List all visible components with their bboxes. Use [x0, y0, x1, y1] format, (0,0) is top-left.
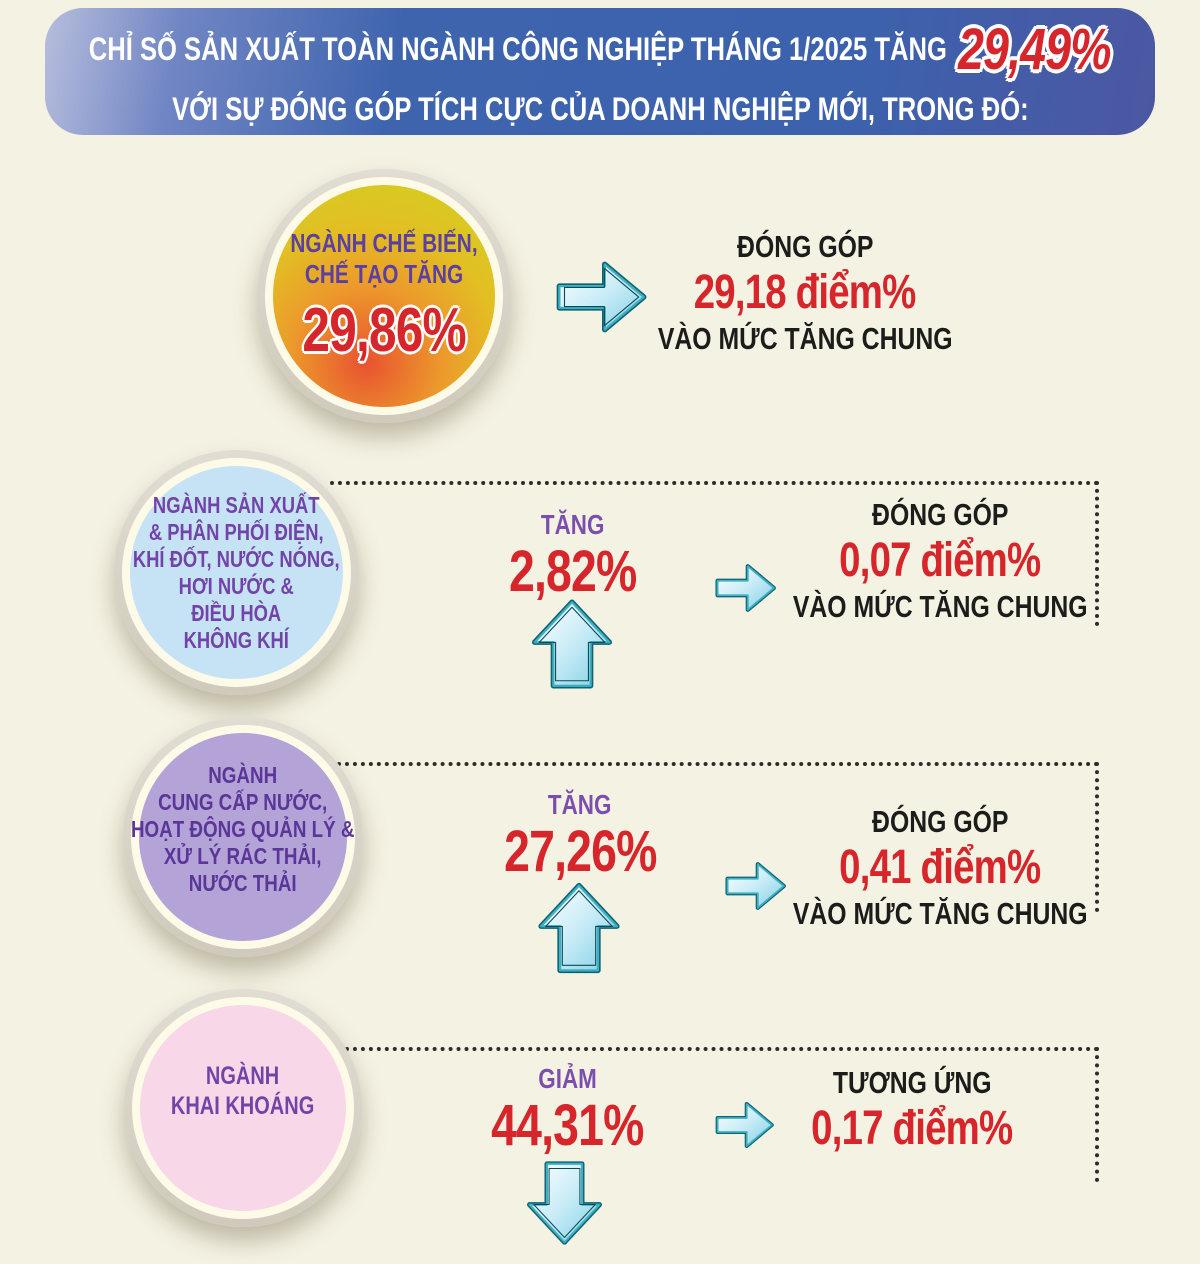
- circle-label-line: NGÀNH CHẾ BIẾN,: [290, 228, 478, 258]
- circle-value: 29,86%: [302, 296, 466, 365]
- circle-label: NGÀNH SẢN XUẤT & PHÂN PHỐI ĐIỆN, KHÍ ĐỐT…: [107, 492, 365, 654]
- circle-label-line: ĐIỀU HÒA: [191, 599, 282, 626]
- contribution-value: 0,17 điểm%: [811, 1102, 1013, 1155]
- circle-label-line: KHAI KHOÁNG: [171, 1092, 315, 1120]
- circle-label: NGÀNH CUNG CẤP NƯỚC, HOẠT ĐỘNG QUẢN LÝ &…: [103, 762, 382, 897]
- contribution-label: ĐÓNG GÓP: [871, 804, 1009, 839]
- contribution-value: 29,18 điểm%: [694, 266, 917, 319]
- header-banner: CHỈ SỐ SẢN XUẤT TOÀN NGÀNH CÔNG NGHIỆP T…: [45, 8, 1155, 135]
- header-subtitle-text: VỚI SỰ ĐÓNG GÓP TÍCH CỰC CỦA DOANH NGHIỆ…: [171, 90, 1029, 127]
- circle-label-line: CHẾ TẠO TĂNG: [304, 259, 464, 289]
- contribution-label: TƯƠNG ỨNG: [832, 1065, 992, 1100]
- contribution-label: ĐÓNG GÓP: [736, 229, 874, 264]
- header-title-text: CHỈ SỐ SẢN XUẤT TOÀN NGÀNH CÔNG NGHIỆP T…: [89, 30, 948, 67]
- circle-label-line: KHÔNG KHÍ: [183, 626, 290, 653]
- circle-label-line: NGÀNH: [208, 761, 278, 788]
- contribution-suffix: VÀO MỨC TĂNG CHUNG: [792, 589, 1088, 624]
- contribution-value: 0,41 điểm%: [839, 841, 1041, 894]
- header-growth-value: 29,49%: [958, 16, 1111, 82]
- circle-label-line: & PHÂN PHỐI ĐIỆN,: [149, 518, 324, 545]
- circle-label-line: XỬ LÝ RÁC THẢI,: [164, 842, 322, 869]
- circle-water: NGÀNH CUNG CẤP NƯỚC, HOẠT ĐỘNG QUẢN LÝ &…: [123, 717, 363, 957]
- direction-label: TĂNG: [548, 789, 612, 820]
- circle-label-line: KHÍ ĐỐT, NƯỚC NÓNG,: [133, 545, 340, 572]
- arrow-right-icon: [556, 261, 647, 333]
- change-value: 44,31%: [491, 1093, 644, 1158]
- circle-electricity-fill: NGÀNH SẢN XUẤT & PHÂN PHỐI ĐIỆN, KHÍ ĐỐT…: [130, 466, 343, 679]
- arrow-up-icon: [538, 882, 620, 974]
- arrow-up-icon: [532, 599, 612, 689]
- circle-label-line: HƠI NƯỚC &: [178, 572, 295, 599]
- stat-electricity: TĂNG 2,82%: [455, 508, 690, 602]
- contribution-water: ĐÓNG GÓP 0,41 điểm% VÀO MỨC TĂNG CHUNG: [790, 802, 1090, 934]
- contribution-suffix: VÀO MỨC TĂNG CHUNG: [657, 321, 953, 356]
- circle-mining: NGÀNH KHAI KHOÁNG: [124, 989, 362, 1227]
- section-divider-dotted: [330, 481, 1099, 626]
- circle-label-line: CUNG CẤP NƯỚC,: [158, 788, 328, 815]
- contribution-value: 0,07 điểm%: [839, 534, 1041, 587]
- arrow-right-icon: [715, 564, 776, 612]
- direction-label: GIẢM: [538, 1063, 597, 1094]
- circle-label-line: NƯỚC THẢI: [189, 869, 297, 896]
- contribution-electricity: ĐÓNG GÓP 0,07 điểm% VÀO MỨC TĂNG CHUNG: [790, 495, 1090, 627]
- section-divider-dotted: [337, 1047, 1099, 1182]
- change-value: 2,82%: [508, 539, 637, 604]
- section-divider-dotted: [337, 762, 1099, 912]
- contribution-label: ĐÓNG GÓP: [871, 497, 1009, 532]
- direction-label: TĂNG: [540, 509, 605, 540]
- circle-water-fill: NGÀNH CUNG CẤP NƯỚC, HOẠT ĐỘNG QUẢN LÝ &…: [131, 733, 355, 941]
- circle-manufacturing-fill: NGÀNH CHẾ BIẾN, CHẾ TẠO TĂNG 29,86%: [273, 185, 495, 407]
- stat-water: TĂNG 27,26%: [460, 788, 700, 882]
- contribution-suffix: VÀO MỨC TĂNG CHUNG: [792, 896, 1088, 931]
- arrow-down-icon: [527, 1161, 602, 1245]
- circle-label: NGÀNH CHẾ BIẾN, CHẾ TẠO TĂNG: [267, 228, 501, 290]
- circle-label: NGÀNH KHAI KHOÁNG: [153, 1061, 332, 1121]
- circle-label-line: HOẠT ĐỘNG QUẢN LÝ &: [131, 815, 355, 842]
- contribution-manufacturing: ĐÓNG GÓP 29,18 điểm% VÀO MỨC TĂNG CHUNG: [655, 227, 955, 359]
- circle-label-line: NGÀNH SẢN XUẤT: [153, 491, 320, 518]
- circle-label-line: NGÀNH: [206, 1062, 280, 1090]
- circle-mining-fill: NGÀNH KHAI KHOÁNG: [140, 1005, 346, 1211]
- contribution-mining: TƯƠNG ỨNG 0,17 điểm%: [762, 1063, 1062, 1155]
- circle-electricity: NGÀNH SẢN XUẤT & PHÂN PHỐI ĐIỆN, KHÍ ĐỐT…: [114, 450, 359, 695]
- circle-manufacturing: NGÀNH CHẾ BIẾN, CHẾ TẠO TĂNG 29,86%: [257, 169, 511, 423]
- arrow-right-icon: [715, 1102, 774, 1148]
- arrow-right-icon: [725, 862, 786, 910]
- header-title: CHỈ SỐ SẢN XUẤT TOÀN NGÀNH CÔNG NGHIỆP T…: [89, 16, 1112, 83]
- stat-mining: GIẢM 44,31%: [450, 1062, 685, 1156]
- change-value: 27,26%: [503, 819, 657, 884]
